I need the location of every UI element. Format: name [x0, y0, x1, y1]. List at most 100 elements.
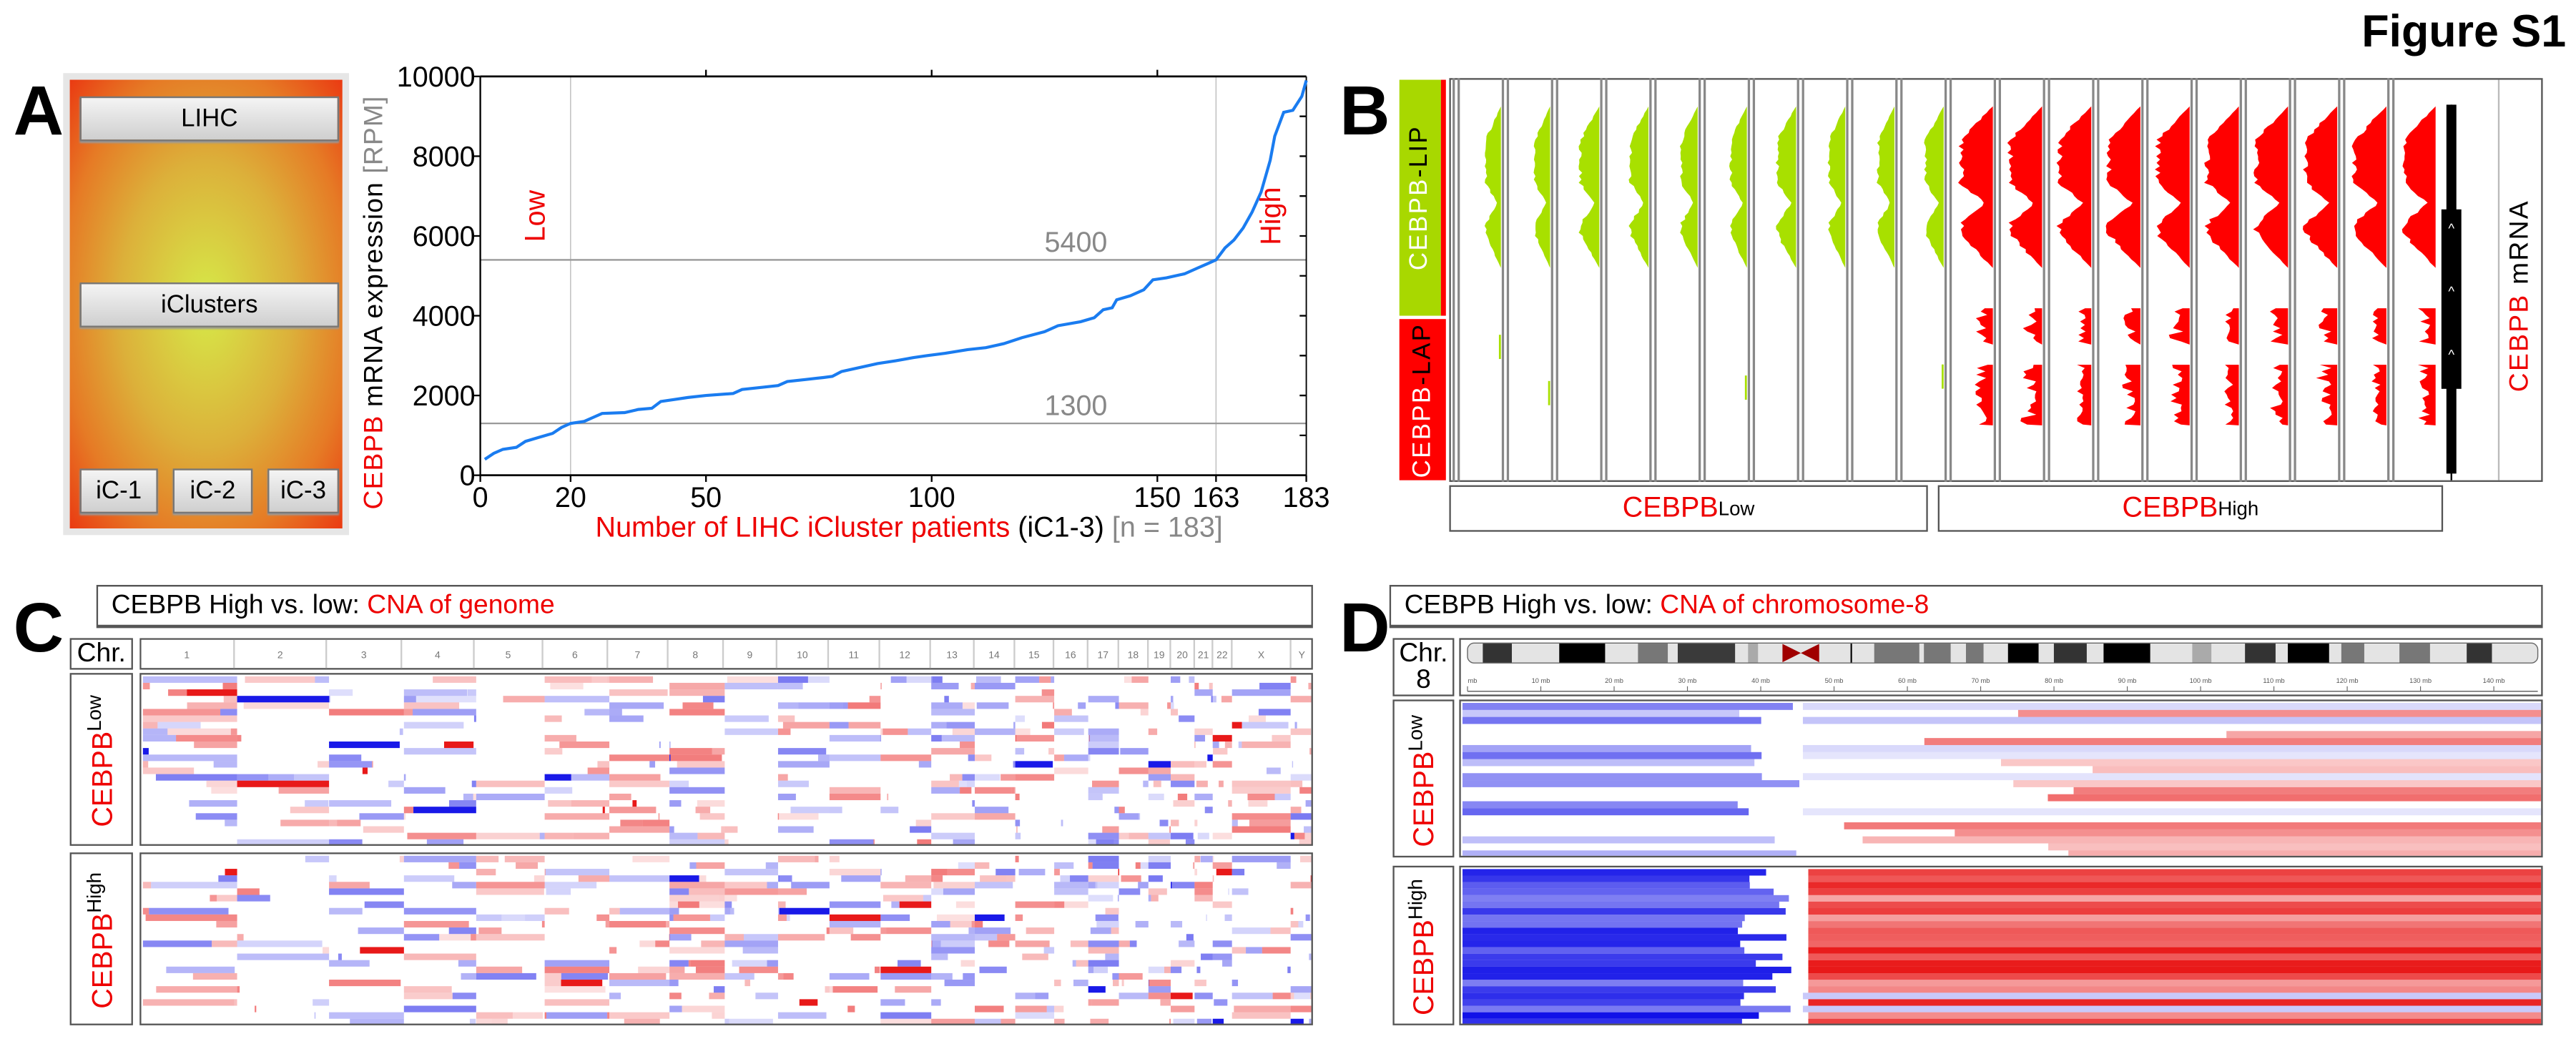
cna-segment	[931, 920, 950, 928]
cna-segment	[975, 676, 1001, 683]
cna-segment	[403, 907, 476, 915]
cna-segment	[724, 682, 778, 690]
lane-line	[1605, 78, 1608, 482]
cna-segment	[1105, 953, 1119, 960]
cna-segment	[1212, 741, 1219, 749]
cna-segment	[975, 862, 990, 870]
cna-segment	[790, 807, 830, 814]
cna-segment	[609, 709, 622, 716]
cna-segment	[469, 1018, 476, 1024]
scale-label: 10 mb	[1532, 677, 1550, 684]
cna-segment	[619, 907, 670, 915]
cna-segment	[142, 882, 152, 889]
cna-segment	[609, 689, 668, 696]
cna-segment	[632, 855, 670, 862]
cna-segment	[1242, 721, 1289, 729]
cna-segment	[544, 676, 592, 683]
cna-segment	[1054, 980, 1061, 987]
cna-segment	[1462, 703, 1793, 710]
mrna-gene: CEBPB	[2506, 293, 2535, 393]
lihc-button[interactable]: LIHC	[79, 96, 340, 142]
cna-segment	[1088, 748, 1119, 755]
cna-segment	[1808, 882, 2542, 889]
cna-segment	[669, 689, 725, 696]
lap-signal-high	[2171, 365, 2190, 425]
ic2-button[interactable]: iC-2	[172, 468, 253, 514]
cna-segment	[1802, 773, 2542, 781]
cna-segment	[413, 807, 476, 814]
cna-segment	[1194, 682, 1199, 690]
cna-segment	[1462, 1005, 1791, 1013]
cna-segment	[476, 1018, 492, 1024]
cna-segment	[798, 702, 830, 709]
cna-segment	[1015, 676, 1040, 683]
cna-segment	[777, 888, 807, 895]
lip-signal-low	[1877, 106, 1895, 268]
ic3-button[interactable]: iC-3	[267, 468, 340, 514]
lap-signal-high	[2225, 308, 2239, 345]
cna-segment	[237, 934, 244, 941]
lane-line	[1998, 78, 2001, 482]
panel-d-title: CEBPB High vs. low: CNA of chromosome-8	[1389, 585, 2543, 629]
cna-segment	[1048, 748, 1055, 755]
cna-segment	[338, 953, 342, 960]
cna-segment	[544, 774, 571, 781]
cna-segment	[142, 728, 168, 735]
cna-segment	[880, 1018, 932, 1024]
cna-segment	[829, 986, 833, 993]
cna-segment	[777, 914, 787, 921]
cna-segment	[1298, 920, 1304, 928]
cna-segment	[1153, 780, 1161, 787]
cna-segment	[578, 875, 610, 882]
cna-segment	[1015, 728, 1031, 735]
cna-segment	[142, 715, 237, 722]
cna-segment	[975, 927, 1011, 935]
lip-signal-high	[2402, 106, 2436, 268]
cna-segment	[1194, 689, 1213, 696]
cna-segment	[1290, 813, 1312, 820]
iclusters-button[interactable]: iClusters	[79, 282, 340, 327]
lap-signal-high	[2123, 308, 2140, 345]
lane-line	[1506, 78, 1510, 482]
cna-segment	[403, 696, 416, 703]
cna-segment	[413, 709, 476, 716]
cna-segment	[777, 934, 825, 941]
row-low-gene: CEBPB	[87, 731, 119, 827]
lane-line	[1993, 78, 1997, 482]
cna-segment	[1119, 832, 1129, 839]
cna-segment	[1292, 761, 1294, 768]
cna-segment	[1119, 992, 1149, 1000]
cna-segment	[403, 702, 460, 709]
cna-segment	[1169, 826, 1171, 833]
cna-segment	[899, 901, 932, 908]
cna-segment	[1051, 676, 1055, 683]
ic1-button[interactable]: iC-1	[79, 468, 158, 514]
cna-segment	[880, 966, 932, 973]
cna-segment	[1274, 793, 1291, 801]
cna-segment	[237, 774, 269, 781]
cna-segment	[1105, 907, 1119, 915]
cna-segment	[724, 882, 767, 889]
cna-segment	[655, 940, 670, 947]
cna-segment	[539, 832, 545, 839]
cna-segment	[403, 920, 469, 928]
cna-segment	[659, 741, 661, 749]
cna-segment	[1026, 927, 1055, 935]
cna-segment	[609, 875, 670, 882]
cna-segment	[1135, 920, 1149, 928]
cna-segment	[544, 832, 574, 839]
panel-a-letter: A	[13, 71, 64, 150]
cna-segment	[1305, 800, 1312, 807]
ideogram-band	[1559, 644, 1606, 663]
cna-segment	[1232, 826, 1291, 833]
mrna-label-box: CEBPB mRNA	[2497, 79, 2545, 481]
cna-segment	[1462, 895, 1789, 902]
cna-segment	[940, 940, 975, 947]
title-prefix: CEBPB High vs. low:	[1404, 591, 1653, 619]
cna-segment	[1088, 741, 1119, 749]
cna-segment	[476, 966, 523, 973]
cna-segment	[1262, 947, 1291, 954]
cna-segment	[1246, 947, 1262, 954]
chr-text: Chr.	[1399, 639, 1448, 669]
cna-segment	[544, 787, 573, 794]
